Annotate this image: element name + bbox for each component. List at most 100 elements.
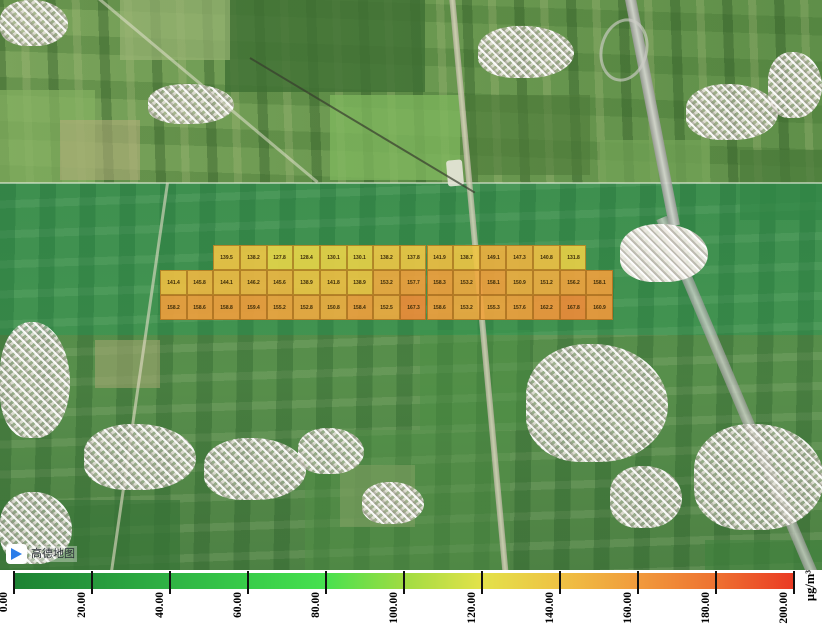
grid-cell: 152.8 (293, 295, 320, 320)
grid-cell: 145.8 (186, 270, 214, 295)
grid-cell: 155.3 (479, 295, 507, 320)
colorbar-tick (325, 571, 327, 594)
colorbar-tick-label: 60.00 (232, 592, 244, 618)
colorbar-tick-label: 120.00 (466, 592, 478, 624)
grid-cell: 138.2 (239, 245, 267, 270)
map-watermark-label: 高德地图 (29, 546, 77, 562)
satellite-map[interactable]: 139.5 138.2 127.8 128.4 130.1 130.1 138.2 137.8… (0, 0, 822, 570)
grid-cell: 158.3 (426, 270, 454, 295)
grid-cell: 140.8 (533, 245, 560, 270)
colorbar-tick-label: 180.00 (700, 592, 712, 624)
grid-cell: 153.2 (453, 270, 480, 295)
grid-cell: 151.2 (533, 270, 560, 295)
village-cluster (298, 428, 364, 474)
colorbar-tick (169, 571, 171, 594)
colorbar-unit-label: µg/m³ (803, 570, 817, 602)
grid-cell: 141.8 (319, 270, 347, 295)
village-cluster (526, 344, 668, 462)
map-watermark: 高德地图 (6, 544, 77, 564)
grid-cell: 127.8 (266, 245, 294, 270)
colorbar-tick (715, 571, 717, 594)
industrial-site (620, 224, 708, 282)
grid-cell: 160.9 (586, 295, 614, 320)
colorbar-tick-label: 160.00 (622, 592, 634, 624)
grid-cell: 130.1 (346, 245, 374, 270)
village-cluster (686, 84, 778, 140)
grid-cell: 158.2 (160, 295, 187, 320)
grid-cell: 158.6 (186, 295, 214, 320)
colorbar-tick (637, 571, 639, 594)
field-patch (420, 330, 530, 430)
grid-cell: 158.1 (586, 270, 614, 295)
concentration-grid: 139.5 138.2 127.8 128.4 130.1 130.1 138.2 137.8… (160, 245, 614, 320)
colorbar-tick (247, 571, 249, 594)
field-patch (95, 340, 160, 388)
grid-cell: 147.3 (506, 245, 534, 270)
grid-cell: 150.9 (506, 270, 534, 295)
colorbar-tick-label: 0.00 (0, 592, 10, 613)
village-cluster (148, 84, 234, 124)
grid-cell: 153.2 (373, 270, 400, 295)
grid-cell: 158.8 (213, 295, 240, 320)
grid-cell: 131.8 (559, 245, 587, 270)
grid-cell: 158.1 (479, 270, 507, 295)
grid-cell: 145.6 (266, 270, 294, 295)
colorbar-tick (13, 571, 15, 594)
grid-cell: 150.8 (319, 295, 347, 320)
colorbar-legend: 0.00 20.00 40.00 60.00 80.00 100.00 120.00 140.… (0, 570, 822, 636)
colorbar-tick (481, 571, 483, 594)
grid-cell: 167.8 (559, 295, 587, 320)
field-patch (225, 0, 425, 92)
grid-cell: 158.4 (346, 295, 374, 320)
grid-cell: 141.4 (160, 270, 187, 295)
grid-cell: 159.4 (239, 295, 267, 320)
grid-cell: 141.9 (426, 245, 454, 270)
village-cluster (84, 424, 196, 490)
colorbar-tick (403, 571, 405, 594)
colorbar-tick (91, 571, 93, 594)
village-cluster (768, 52, 822, 118)
colorbar-tick (793, 571, 795, 594)
grid-cell: 138.7 (453, 245, 480, 270)
grid-cell: 138.2 (373, 245, 400, 270)
colorbar-tick (559, 571, 561, 594)
grid-cell: 128.4 (293, 245, 320, 270)
grid-cell: 139.5 (213, 245, 240, 270)
field-patch (330, 95, 460, 180)
colorbar-tick-label: 200.00 (778, 592, 790, 624)
grid-cell: 149.1 (479, 245, 507, 270)
grid-cell: 157.7 (399, 270, 427, 295)
grid-cell: 157.6 (506, 295, 534, 320)
grid-cell: 155.2 (266, 295, 294, 320)
village-cluster (478, 26, 574, 78)
colorbar-tick-label: 140.00 (544, 592, 556, 624)
overlay-edge-line (0, 182, 822, 184)
village-cluster (204, 438, 306, 500)
colorbar-tick-label: 20.00 (76, 592, 88, 618)
grid-cell: 167.3 (399, 295, 427, 320)
village-cluster (0, 322, 70, 438)
colorbar-tick-label: 80.00 (310, 592, 322, 618)
grid-cell: 130.1 (319, 245, 347, 270)
field-patch (60, 120, 140, 180)
grid-cell: 137.8 (399, 245, 427, 270)
grid-cell: 162.2 (533, 295, 560, 320)
colorbar-tick-label: 100.00 (388, 592, 400, 624)
grid-cell: 152.5 (373, 295, 400, 320)
grid-cell: 138.9 (346, 270, 374, 295)
field-patch (740, 150, 822, 220)
village-cluster (0, 0, 68, 46)
grid-cell: 158.6 (426, 295, 454, 320)
colorbar-tick-label: 40.00 (154, 592, 166, 618)
grid-cell: 138.9 (293, 270, 320, 295)
grid-cell: 146.2 (239, 270, 267, 295)
grid-cell: 156.2 (559, 270, 587, 295)
village-cluster (362, 482, 424, 524)
village-cluster (610, 466, 682, 528)
grid-cell: 144.1 (213, 270, 240, 295)
amap-logo-icon (6, 544, 27, 564)
grid-cell: 153.2 (453, 295, 480, 320)
village-cluster (694, 424, 822, 530)
field-patch (470, 95, 590, 175)
